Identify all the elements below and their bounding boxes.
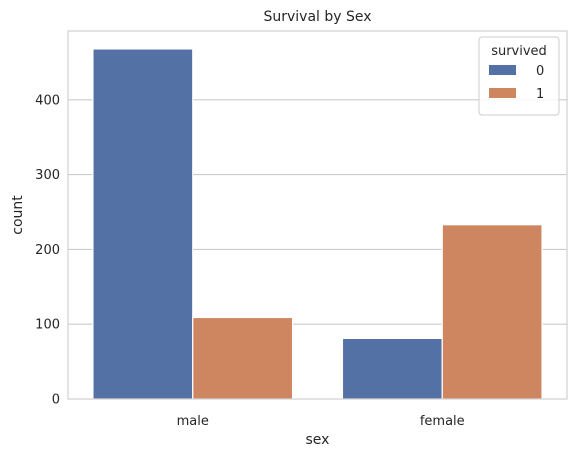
x-tick-labels: male female [177,414,465,429]
legend-label: 0 [536,64,544,79]
y-tick-label: 100 [35,318,60,333]
bar-male-survived-1 [192,316,294,400]
x-tick-label: male [177,414,209,429]
chart-title: Survival by Sex [263,9,371,25]
bars [92,48,543,400]
x-tick-label: female [420,414,465,429]
y-tick-label: 300 [35,168,60,183]
legend-title: survived [491,44,547,59]
plot-frame [67,30,568,400]
y-tick-labels: 0 100 200 300 400 [35,93,60,407]
x-axis-title: sex [306,432,330,448]
y-tick-label: 0 [52,393,60,408]
bar-female-survived-1 [441,224,543,400]
y-axis-title: count [10,195,26,235]
bar-male-survived-0 [92,48,194,400]
legend: survived 01 [478,36,560,116]
bar-female-survived-0 [341,337,443,400]
legend-label: 1 [536,87,544,102]
legend-items: 01 [489,64,544,102]
y-tick-label: 200 [35,243,60,258]
legend-swatch-1 [489,88,516,98]
y-tick-label: 400 [35,93,60,108]
legend-swatch-0 [489,65,516,75]
